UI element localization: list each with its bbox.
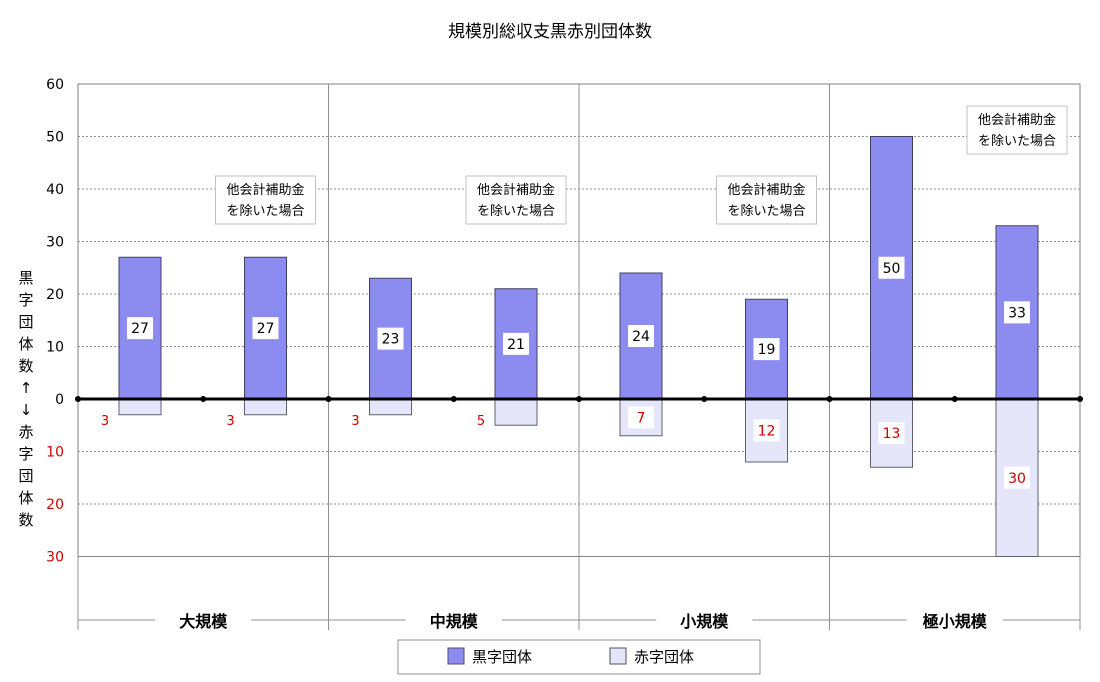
note-text: を除いた場合: [978, 134, 1056, 149]
y-axis-label-char: 体: [18, 489, 33, 507]
y-tick-label: 40: [46, 182, 64, 198]
category-label-bg: [906, 608, 1003, 632]
y-tick-label: 50: [46, 130, 64, 146]
legend-swatch: [447, 647, 465, 665]
y-tick-label: 20: [46, 497, 64, 513]
value-label-bg: [1004, 466, 1030, 489]
category-label: 大規模: [179, 612, 228, 631]
y-axis-label-char: ↑: [20, 379, 33, 397]
y-tick-label: 30: [46, 550, 64, 566]
y-tick-label: 20: [46, 287, 64, 303]
y-axis-label-char: 黒: [18, 269, 33, 287]
zero-axis-tick: [1077, 396, 1083, 402]
value-label-black: 19: [758, 342, 776, 358]
chart-title: 規模別総収支黒赤別団体数: [448, 22, 652, 42]
note-text: 他会計補助金: [727, 182, 805, 198]
y-axis-label-char: 字: [18, 445, 33, 463]
zero-axis-tick: [450, 396, 457, 402]
note-text: を除いた場合: [226, 204, 304, 219]
zero-axis-tick: [75, 396, 81, 402]
category-label-bg: [405, 608, 502, 632]
bar-black: [369, 277, 412, 400]
value-label-black: 24: [632, 329, 650, 345]
value-label-bg: [127, 317, 153, 340]
note-text: 他会計補助金: [978, 112, 1056, 128]
y-tick-label: 60: [46, 77, 64, 93]
y-axis-label-char: 団: [18, 313, 33, 331]
value-label-red: 12: [758, 424, 776, 440]
note-box-frame: [465, 175, 567, 225]
y-axis-label-char: 字: [18, 291, 33, 309]
value-label-bg: [628, 406, 654, 429]
category-label: 小規模: [680, 612, 729, 631]
value-label-black: 27: [257, 321, 275, 337]
note-text: を除いた場合: [477, 204, 555, 219]
y-axis-label-char: 赤: [18, 423, 33, 441]
value-label-bg: [753, 419, 780, 442]
zero-axis-tick: [951, 396, 958, 402]
legend: 黒字団体 赤字団体: [397, 639, 761, 675]
zero-axis-tick: [576, 396, 582, 402]
value-label-black: 23: [382, 332, 400, 348]
note-box-frame: [966, 105, 1068, 155]
category-label: 中規模: [430, 612, 479, 631]
value-label-red: 30: [1008, 471, 1026, 487]
category-label: 極小規模: [922, 612, 988, 631]
zero-axis-tick: [325, 396, 332, 402]
value-label-bg: [878, 422, 905, 445]
y-tick-label: 0: [55, 392, 64, 408]
value-label-bg: [1004, 301, 1030, 324]
legend-label: 黒字団体: [472, 648, 532, 666]
value-label-bg: [628, 325, 654, 347]
note-box-frame: [716, 175, 817, 225]
value-label-black: 27: [131, 321, 149, 337]
value-label-bg: [503, 332, 529, 355]
zero-axis-tick: [701, 396, 708, 402]
y-axis-label-char: 数: [18, 511, 33, 529]
bar-red: [494, 398, 538, 426]
value-label-red: 3: [226, 414, 234, 429]
zero-axis-tick: [826, 396, 833, 402]
value-label-red: 13: [883, 426, 901, 442]
value-label-black: 21: [507, 337, 525, 353]
value-label-black: 50: [883, 261, 901, 277]
y-tick-label: 10: [46, 340, 64, 356]
value-label-red: 7: [637, 410, 646, 426]
category-label-bg: [656, 608, 753, 632]
legend-label: 赤字団体: [634, 648, 694, 666]
note-box-frame: [215, 175, 316, 225]
y-axis-label-char: 数: [18, 357, 33, 375]
y-axis-label-char: 体: [18, 335, 33, 353]
value-label-bg: [252, 317, 279, 340]
bar-red: [118, 398, 162, 416]
note-text: 他会計補助金: [477, 182, 555, 198]
category-label-bg: [155, 608, 252, 632]
value-label-black: 33: [1008, 305, 1026, 321]
y-axis-label-char: ↓: [20, 401, 33, 419]
value-label-bg: [753, 338, 780, 361]
bar-black: [619, 272, 663, 400]
value-label-red: 3: [351, 414, 359, 429]
bar-red: [244, 398, 287, 416]
note-text: 他会計補助金: [226, 182, 304, 198]
y-tick-label: 10: [46, 445, 64, 461]
value-label-red: 3: [101, 414, 109, 429]
y-axis-label-char: 団: [18, 467, 33, 485]
zero-axis-tick: [200, 396, 207, 402]
value-label-bg: [878, 256, 905, 279]
value-label-red: 5: [477, 414, 485, 429]
y-tick-label: 30: [46, 235, 64, 251]
value-label-bg: [377, 327, 404, 350]
legend-swatch: [609, 647, 627, 665]
note-text: を除いた場合: [727, 204, 805, 219]
bar-red: [369, 398, 412, 416]
